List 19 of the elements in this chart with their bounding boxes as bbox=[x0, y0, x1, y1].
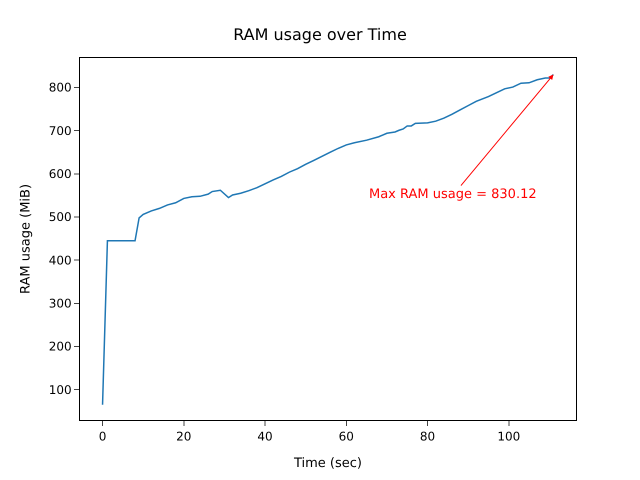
y-tick-label: 100 bbox=[48, 382, 72, 397]
y-tick-label: 300 bbox=[48, 296, 72, 311]
x-tick-label: 0 bbox=[98, 429, 106, 444]
x-tick-label: 40 bbox=[257, 429, 273, 444]
line-series bbox=[102, 74, 554, 406]
y-tick-label: 600 bbox=[48, 167, 72, 182]
y-tick-label: 400 bbox=[48, 253, 72, 268]
y-tick-label: 500 bbox=[48, 210, 72, 224]
x-tick-label: 20 bbox=[176, 429, 192, 444]
x-tick-label: 100 bbox=[497, 429, 520, 444]
y-axis-title: RAM usage (MiB) bbox=[18, 184, 34, 294]
y-tick-label: 700 bbox=[48, 124, 72, 138]
y-tick-label: 200 bbox=[48, 340, 72, 354]
x-tick-label: 60 bbox=[338, 429, 354, 444]
y-tick-label: 800 bbox=[48, 80, 72, 95]
annotation: Max RAM usage = 830.12 bbox=[369, 187, 537, 202]
x-axis-title: Time (sec) bbox=[292, 456, 362, 471]
chart-title: RAM usage over Time bbox=[233, 25, 407, 44]
x-tick-label: 80 bbox=[420, 429, 436, 444]
